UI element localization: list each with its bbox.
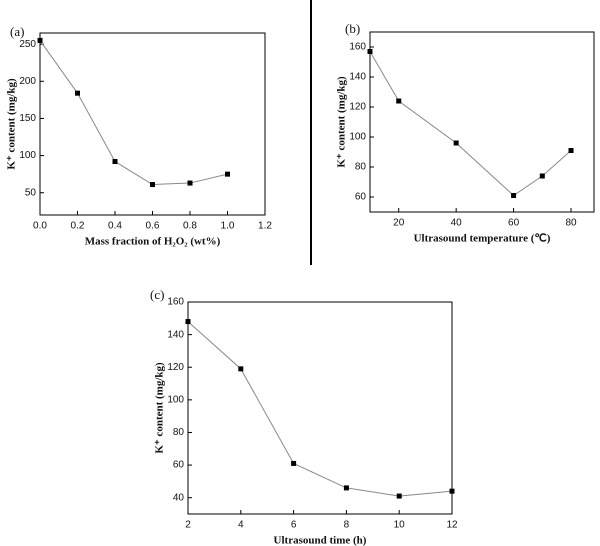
- x-tick-label: 12: [446, 520, 458, 531]
- x-tick-label: 1.2: [258, 221, 272, 232]
- data-point: [238, 366, 244, 372]
- data-line: [39, 40, 228, 186]
- x-tick-label: 4: [238, 520, 244, 531]
- panel-label: (c): [150, 287, 164, 302]
- data-point: [396, 493, 402, 499]
- y-tick-label: 160: [167, 297, 184, 308]
- y-tick-label: 150: [19, 113, 36, 124]
- x-tick-label: 2: [185, 520, 191, 531]
- x-axis-title: Ultrasound time (h): [274, 535, 367, 546]
- data-point: [449, 488, 455, 494]
- y-tick-label: 40: [173, 492, 185, 503]
- y-tick-label: 100: [349, 132, 366, 143]
- y-axis-title: K⁺ content (mg/kg): [6, 78, 18, 170]
- x-tick-label: 0.2: [71, 221, 85, 232]
- plot-frame: [39, 32, 266, 216]
- x-tick-label: 60: [508, 218, 520, 229]
- x-axis-title: Ultrasound temperature (℃): [414, 233, 551, 245]
- panel-label: (a): [10, 24, 24, 39]
- data-point: [185, 319, 191, 325]
- data-point: [187, 180, 193, 186]
- y-tick-label: 100: [167, 394, 184, 405]
- data-point: [225, 171, 230, 177]
- y-tick-label: 80: [173, 427, 185, 438]
- x-tick-label: 0.6: [146, 221, 160, 232]
- x-tick-label: 10: [394, 520, 406, 531]
- plot-frame: [187, 301, 453, 515]
- data-point: [539, 173, 545, 179]
- x-tick-label: 0.4: [108, 221, 122, 232]
- y-tick-label: 120: [167, 362, 184, 373]
- y-tick-label: 60: [355, 192, 367, 203]
- data-point: [37, 37, 43, 43]
- x-tick-label: 1.0: [221, 221, 235, 232]
- x-tick-label: 8: [344, 520, 350, 531]
- y-tick-label: 100: [19, 150, 36, 161]
- data-point: [396, 98, 402, 104]
- y-axis-title: K⁺ content (mg/kg): [336, 76, 348, 168]
- data-point: [511, 193, 517, 198]
- data-point: [343, 485, 349, 491]
- y-tick-label: 120: [349, 102, 366, 113]
- data-line: [187, 321, 453, 497]
- x-tick-label: 40: [451, 218, 463, 229]
- y-tick-label: 250: [19, 39, 36, 50]
- data-point: [367, 49, 373, 54]
- plot-frame: [369, 31, 595, 213]
- y-tick-label: 50: [25, 187, 37, 198]
- y-tick-label: 60: [173, 460, 185, 471]
- y-axis-title: K⁺ content (mg/kg): [154, 362, 166, 454]
- panel-label: (b): [345, 21, 360, 36]
- x-tick-label: 0.0: [33, 221, 47, 232]
- y-tick-label: 160: [349, 42, 366, 53]
- x-axis-title: Mass fraction of H₂O₂ (wt%): [85, 236, 221, 248]
- data-point: [75, 90, 80, 96]
- y-tick-label: 200: [19, 76, 36, 87]
- x-tick-label: 80: [565, 218, 577, 229]
- y-tick-label: 80: [355, 162, 367, 173]
- data-point: [568, 148, 574, 153]
- data-point: [150, 182, 155, 188]
- x-tick-label: 0.8: [183, 221, 197, 232]
- data-line: [369, 51, 572, 197]
- data-point: [291, 460, 297, 466]
- x-tick-label: 20: [393, 218, 405, 229]
- data-point: [453, 140, 459, 146]
- y-tick-label: 140: [167, 329, 184, 340]
- data-point: [112, 159, 118, 165]
- x-tick-label: 6: [291, 520, 297, 531]
- y-tick-label: 140: [349, 72, 366, 83]
